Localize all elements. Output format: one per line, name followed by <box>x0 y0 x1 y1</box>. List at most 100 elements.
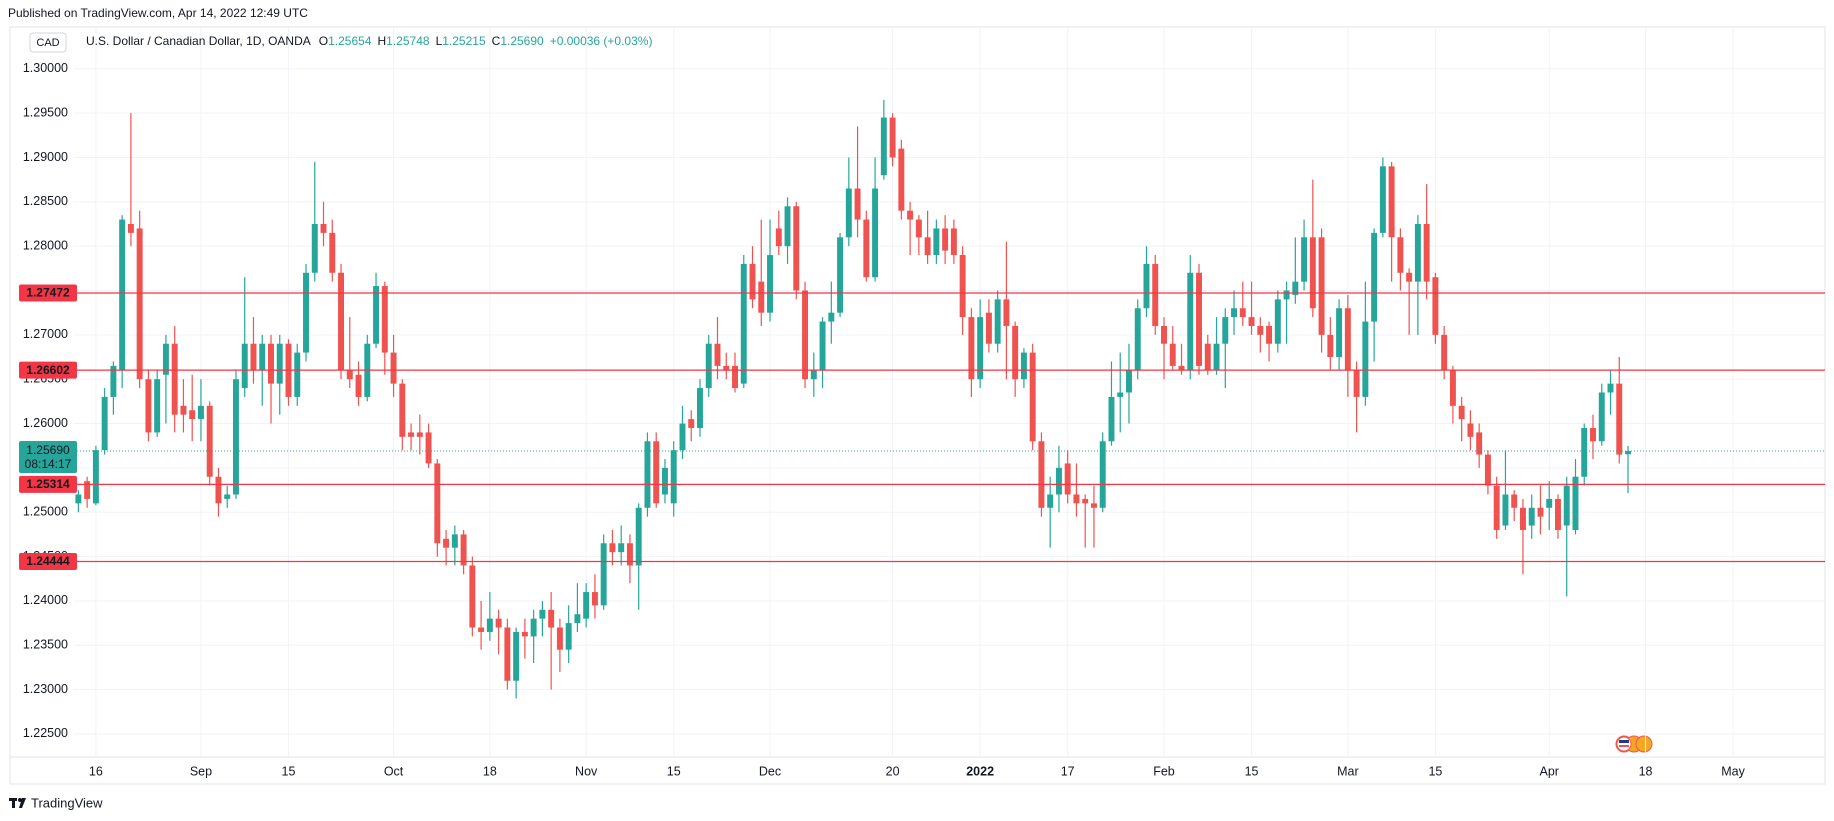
candle-body <box>224 494 231 499</box>
candle-body <box>110 365 117 397</box>
candle-body <box>556 627 563 650</box>
candle-body <box>1528 507 1535 526</box>
candle-body <box>416 432 423 437</box>
candle-body <box>837 237 844 313</box>
candle-body <box>1003 299 1010 326</box>
candle-body <box>1406 272 1413 282</box>
candle-body <box>1449 370 1456 406</box>
candle-body <box>75 494 82 504</box>
candle-body <box>802 290 809 380</box>
candle-body <box>1344 308 1351 371</box>
candle-body <box>714 343 721 366</box>
candle-body <box>1476 432 1483 455</box>
currency-label[interactable]: CAD <box>36 37 59 49</box>
candle-body <box>1055 467 1062 495</box>
candle-body <box>1590 427 1596 442</box>
candle-body <box>670 450 677 504</box>
candle-body <box>1572 476 1579 530</box>
candle-body <box>705 343 712 389</box>
candle-body <box>408 432 415 437</box>
candle-body <box>1301 237 1308 282</box>
candle-body <box>697 388 703 428</box>
candles-layer <box>75 99 1631 699</box>
candle-body <box>451 534 458 548</box>
candle-body <box>959 255 966 318</box>
candle-body <box>206 405 213 477</box>
candle-body <box>1117 392 1124 397</box>
candle-body <box>942 228 949 251</box>
candle-body <box>311 223 318 273</box>
candle-body <box>626 543 633 566</box>
candle-body <box>661 467 668 495</box>
candle-body <box>250 343 257 371</box>
candle-body <box>1266 325 1273 344</box>
candle-body <box>1152 263 1159 326</box>
candle-body <box>889 117 896 158</box>
candle-body <box>1458 405 1465 420</box>
x-tick-label: 16 <box>89 764 103 778</box>
candle-body <box>1318 237 1325 335</box>
candle-body <box>548 609 555 628</box>
legend-value: 1.25654 <box>328 34 372 48</box>
candle-body <box>591 592 598 606</box>
legend-key: C <box>492 34 501 48</box>
candle-body <box>915 219 922 238</box>
candle-body <box>1248 317 1255 326</box>
candle-body <box>1546 498 1553 508</box>
candle-body <box>767 255 773 313</box>
x-tick-label: 18 <box>1639 764 1653 778</box>
y-tick-label: 1.29000 <box>23 150 68 164</box>
candle-body <box>478 627 485 632</box>
candle-body <box>197 405 204 420</box>
candle-body <box>373 286 380 344</box>
candle-body <box>1169 343 1176 366</box>
candle-body <box>1196 272 1202 366</box>
x-tick-label: Feb <box>1153 764 1175 778</box>
last-price-box <box>19 441 77 474</box>
candle-body <box>574 614 581 624</box>
x-tick-label: 15 <box>1245 764 1259 778</box>
candle-body <box>320 223 327 233</box>
candle-body <box>1213 343 1220 371</box>
candle-body <box>1283 290 1290 300</box>
candle-body <box>950 228 957 256</box>
candle-body <box>880 117 887 176</box>
candle-body <box>145 379 152 433</box>
candle-body <box>1388 166 1395 238</box>
y-tick-label: 1.29500 <box>23 105 68 119</box>
y-tick-label: 1.24000 <box>23 593 68 607</box>
y-tick-label: 1.23000 <box>23 682 68 696</box>
candle-body <box>784 206 791 247</box>
candle-body <box>1502 494 1509 526</box>
candle-body <box>294 352 301 397</box>
candle-body <box>583 592 590 619</box>
candle-body <box>1187 272 1194 371</box>
x-tick-label: 17 <box>1061 764 1075 778</box>
x-tick-label: Apr <box>1539 764 1558 778</box>
candle-body <box>1519 507 1526 530</box>
published-note: Published on TradingView.com, Apr 14, 20… <box>8 6 308 20</box>
currency-button[interactable] <box>29 32 67 53</box>
candle-body <box>1423 223 1430 282</box>
candle-body <box>425 432 432 464</box>
x-tick-label: Sep <box>190 764 212 778</box>
x-tick-label: May <box>1721 764 1745 778</box>
candle-body <box>189 410 196 420</box>
candle-body <box>1274 299 1281 344</box>
candle-body <box>92 450 99 504</box>
candle-body <box>1432 277 1439 335</box>
candle-body <box>268 343 274 384</box>
candle-body <box>434 463 441 544</box>
candle-body <box>985 312 992 344</box>
candle-body <box>1020 352 1027 380</box>
candle-body <box>1414 223 1421 282</box>
session-flags <box>1615 735 1653 753</box>
legend-value: 1.25748 <box>386 34 430 48</box>
candle-body <box>1064 463 1071 495</box>
candle-body <box>1309 237 1316 309</box>
y-tick-label: 1.30000 <box>23 61 68 75</box>
candle-body <box>644 441 651 508</box>
candle-body <box>565 623 572 650</box>
candle-body <box>1082 498 1089 504</box>
